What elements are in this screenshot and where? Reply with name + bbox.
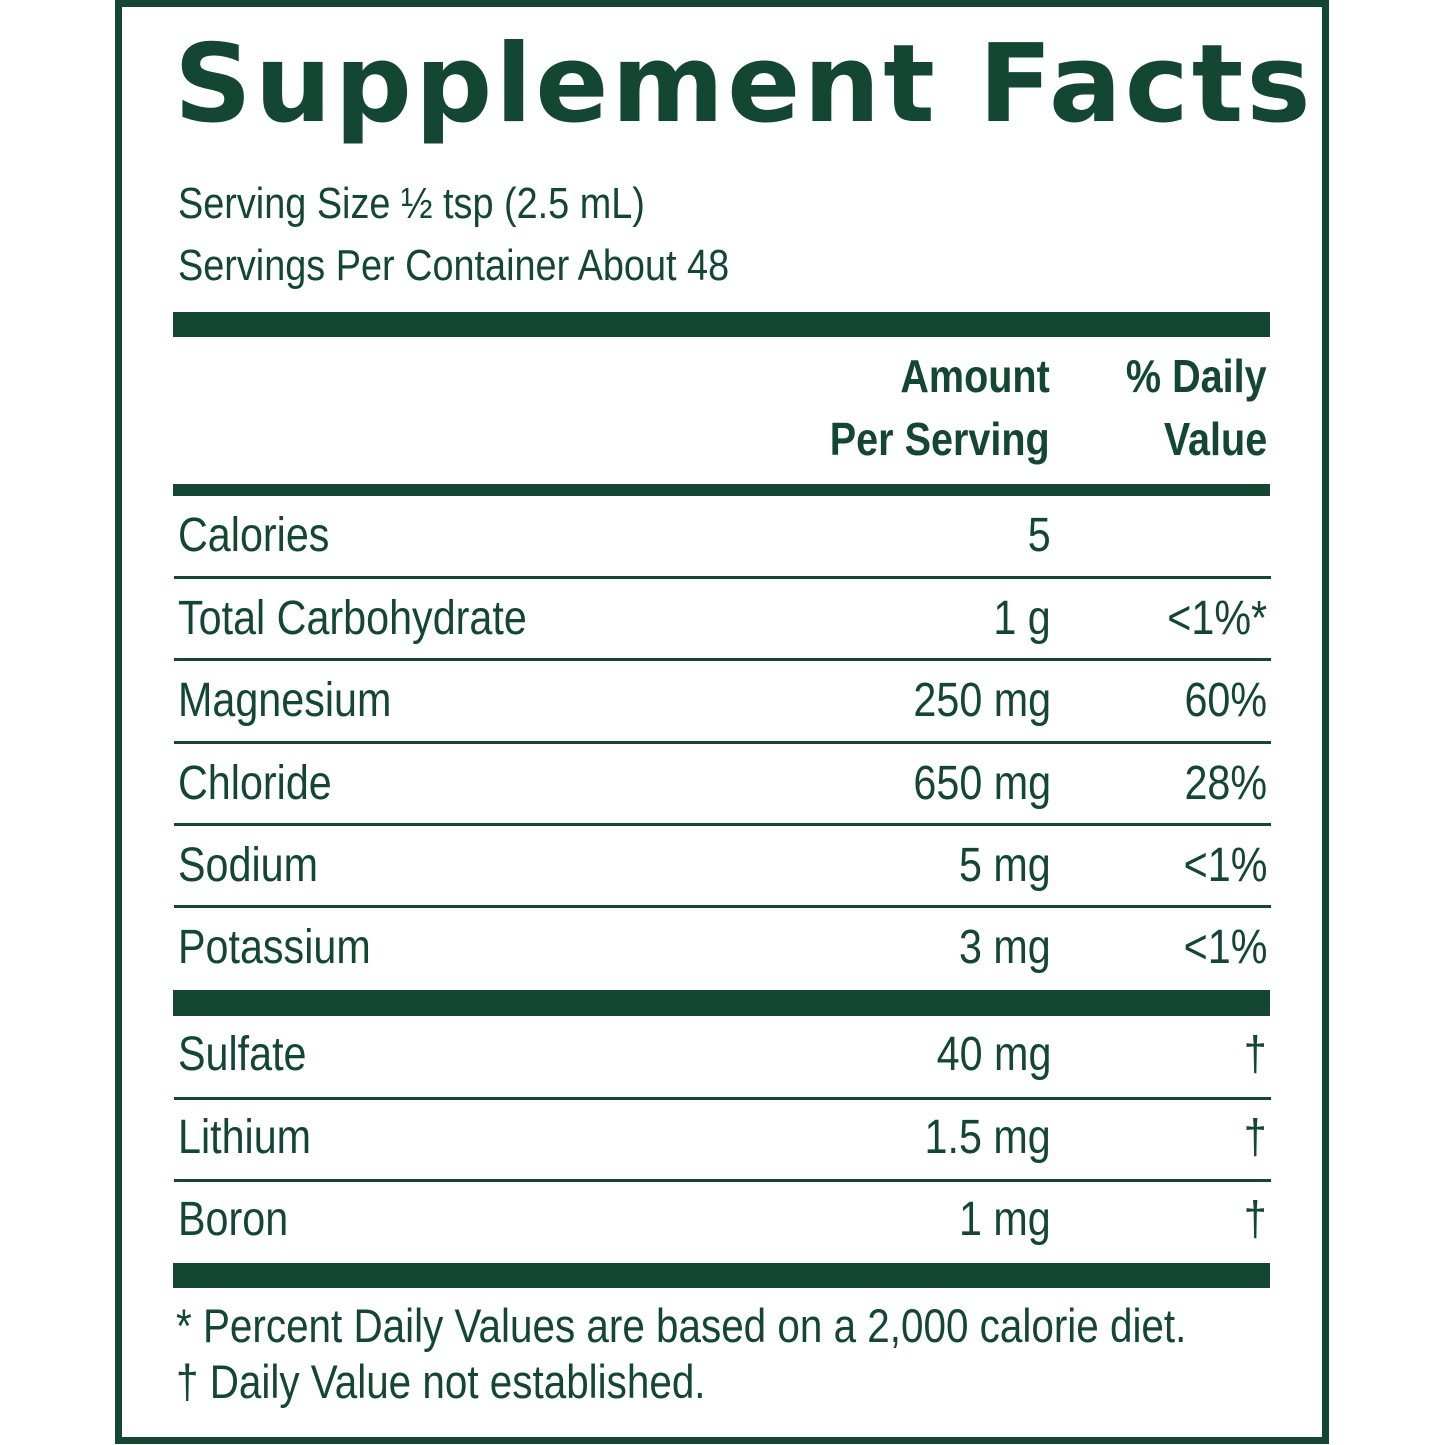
- nutrient-row-total-carbohydrate: Total Carbohydrate 1 g <1%*: [174, 579, 1271, 659]
- nutrient-name: Sulfate: [178, 1028, 307, 1081]
- row-divider: [174, 1179, 1271, 1182]
- dv-header-line1: % Daily: [1126, 350, 1267, 402]
- nutrient-dv: †: [1244, 1193, 1267, 1246]
- nutrient-dv: 28%: [1184, 757, 1267, 810]
- amount-header-line2: Per Serving: [830, 413, 1050, 465]
- nutrient-amount: 5 mg: [959, 839, 1051, 892]
- top-thick-bar: [173, 312, 1270, 337]
- nutrient-dv: †: [1244, 1028, 1267, 1081]
- footnote-dv-not-established: † Daily Value not established.: [176, 1355, 706, 1408]
- nutrient-name: Magnesium: [178, 674, 392, 727]
- nutrient-amount: 5: [1028, 509, 1051, 562]
- label-border: [115, 0, 1329, 1444]
- row-divider: [174, 1097, 1271, 1100]
- footnote-percent-dv: * Percent Daily Values are based on a 2,…: [176, 1299, 1187, 1352]
- row-divider: [174, 741, 1271, 744]
- serving-size: Serving Size ½ tsp (2.5 mL): [178, 179, 645, 228]
- row-divider: [174, 905, 1271, 908]
- nutrient-name: Boron: [178, 1193, 289, 1246]
- row-divider: [174, 823, 1271, 826]
- nutrient-name: Chloride: [178, 757, 332, 810]
- nutrient-amount: 3 mg: [959, 921, 1051, 974]
- nutrient-name: Potassium: [178, 921, 371, 974]
- nutrient-dv: <1%*: [1167, 592, 1267, 645]
- nutrient-dv: 60%: [1184, 674, 1267, 727]
- nutrient-amount: 1 g: [993, 592, 1051, 645]
- nutrient-row-calories: Calories 5: [174, 496, 1271, 576]
- nutrient-row-potassium: Potassium 3 mg <1%: [174, 908, 1271, 988]
- nutrient-name: Lithium: [178, 1111, 312, 1164]
- nutrient-dv: †: [1244, 1111, 1267, 1164]
- nutrient-amount: 250 mg: [913, 674, 1051, 727]
- nutrient-dv: <1%: [1183, 839, 1267, 892]
- nutrient-row-sodium: Sodium 5 mg <1%: [174, 826, 1271, 906]
- nutrient-amount: 1.5 mg: [924, 1111, 1051, 1164]
- row-divider: [174, 658, 1271, 661]
- nutrient-row-chloride: Chloride 650 mg 28%: [174, 744, 1271, 824]
- nutrient-name: Sodium: [178, 839, 318, 892]
- header-bottom-bar: [173, 484, 1270, 496]
- bottom-thick-bar: [173, 1263, 1270, 1288]
- nutrient-amount: 40 mg: [936, 1028, 1051, 1081]
- dv-header-line2: Value: [1163, 413, 1267, 465]
- nutrient-name: Calories: [178, 509, 330, 562]
- label-title: Supplement Facts: [174, 22, 1314, 147]
- nutrient-name: Total Carbohydrate: [178, 592, 527, 645]
- nutrient-row-boron: Boron 1 mg †: [174, 1180, 1271, 1260]
- nutrient-row-lithium: Lithium 1.5 mg †: [174, 1098, 1271, 1178]
- amount-header-line1: Amount: [900, 350, 1050, 402]
- servings-per-container: Servings Per Container About 48: [178, 241, 730, 290]
- nutrient-amount: 1 mg: [959, 1193, 1051, 1246]
- row-divider: [174, 576, 1271, 579]
- nutrient-amount: 650 mg: [913, 757, 1051, 810]
- nutrient-row-sulfate: Sulfate 40 mg †: [174, 1015, 1271, 1095]
- nutrient-dv: <1%: [1183, 921, 1267, 974]
- middle-thick-bar: [173, 990, 1270, 1016]
- nutrient-row-magnesium: Magnesium 250 mg 60%: [174, 661, 1271, 741]
